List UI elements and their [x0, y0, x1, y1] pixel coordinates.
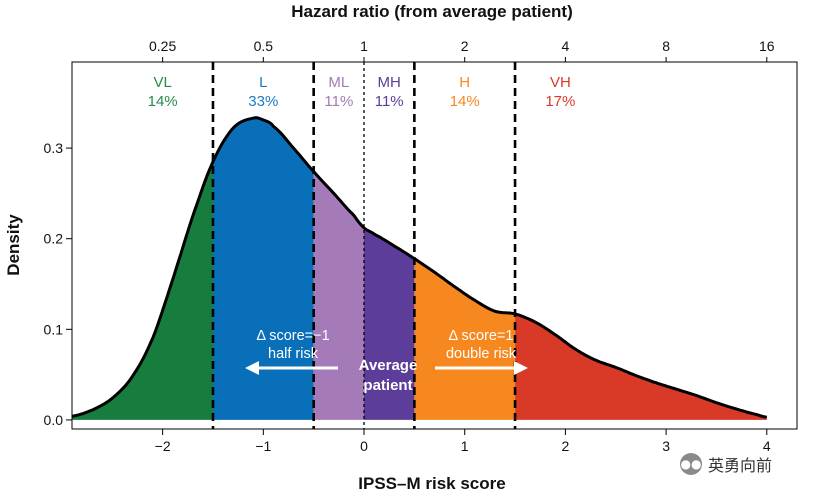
- x-tick-label: −2: [155, 438, 171, 454]
- top-tick-label: 0.25: [149, 38, 176, 54]
- y-tick-label: 0.2: [44, 231, 64, 247]
- risk-arrows: [245, 361, 528, 375]
- y-tick-label: 0.0: [44, 412, 64, 428]
- category-name-l: L: [259, 74, 267, 91]
- category-name-vh: VH: [550, 74, 571, 91]
- watermark-text: 英勇向前: [708, 456, 773, 475]
- top-tick-label: 8: [662, 38, 670, 54]
- average-patient-label-line1: Average: [359, 357, 418, 374]
- category-name-vl: VL: [153, 74, 171, 91]
- category-areas: [72, 117, 767, 420]
- x-tick-label: 4: [763, 438, 771, 454]
- category-name-ml: ML: [328, 74, 349, 91]
- plot-frame: [71, 61, 798, 430]
- y-axis-ticks: 0.0 0.1 0.2 0.3: [44, 140, 72, 428]
- area-l: [213, 117, 314, 420]
- category-name-mh: MH: [378, 74, 401, 91]
- y-tick-label: 0.3: [44, 140, 64, 156]
- category-name-h: H: [459, 74, 470, 91]
- area-vl: [72, 161, 213, 420]
- half-risk-label-line1: Δ score=−1: [256, 328, 329, 344]
- area-ml: [313, 171, 364, 420]
- half-risk-arrowhead: [245, 361, 259, 375]
- wechat-icon: ●●: [680, 453, 702, 475]
- y-tick-label: 0.1: [44, 321, 64, 337]
- top-axis-ticks: 0.25 0.5 1 2 4 8 16: [149, 38, 775, 62]
- density-curve: [71, 116, 768, 419]
- area-vh: [515, 313, 767, 420]
- area-mh: [364, 227, 415, 420]
- half-risk-label-line2: half risk: [268, 346, 319, 362]
- category-percent-l: 33%: [248, 93, 278, 110]
- double-risk-arrowhead: [514, 361, 528, 375]
- x-axis-title: IPSS–M risk score: [358, 474, 505, 493]
- y-axis-title: Density: [4, 214, 23, 276]
- top-tick-label: 0.5: [254, 38, 274, 54]
- average-patient-label-line2: patient: [363, 377, 412, 394]
- category-percent-vl: 14%: [148, 93, 178, 110]
- x-tick-label: 2: [562, 438, 570, 454]
- top-tick-label: 1: [360, 38, 368, 54]
- top-tick-label: 16: [759, 38, 775, 54]
- x-tick-label: 0: [360, 438, 368, 454]
- x-tick-label: 3: [662, 438, 670, 454]
- category-percent-vh: 17%: [545, 93, 575, 110]
- category-percent-mh: 11%: [375, 93, 404, 110]
- double-risk-label-line2: double risk: [446, 346, 517, 362]
- top-tick-label: 4: [562, 38, 570, 54]
- double-risk-label-line1: Δ score=1: [449, 328, 514, 344]
- top-tick-label: 2: [461, 38, 469, 54]
- top-axis-title: Hazard ratio (from average patient): [291, 2, 573, 21]
- area-h: [414, 258, 516, 420]
- category-labels: VL 14% L 33% ML 11% MH 11% H 14% VH 17%: [148, 74, 576, 110]
- category-percent-ml: 11%: [324, 93, 353, 110]
- x-tick-label: −1: [255, 438, 271, 454]
- x-tick-label: 1: [461, 438, 469, 454]
- watermark: ●● 英勇向前: [680, 452, 772, 476]
- category-percent-h: 14%: [450, 93, 480, 110]
- x-axis-ticks: −2 −1 0 1 2 3 4: [155, 429, 771, 454]
